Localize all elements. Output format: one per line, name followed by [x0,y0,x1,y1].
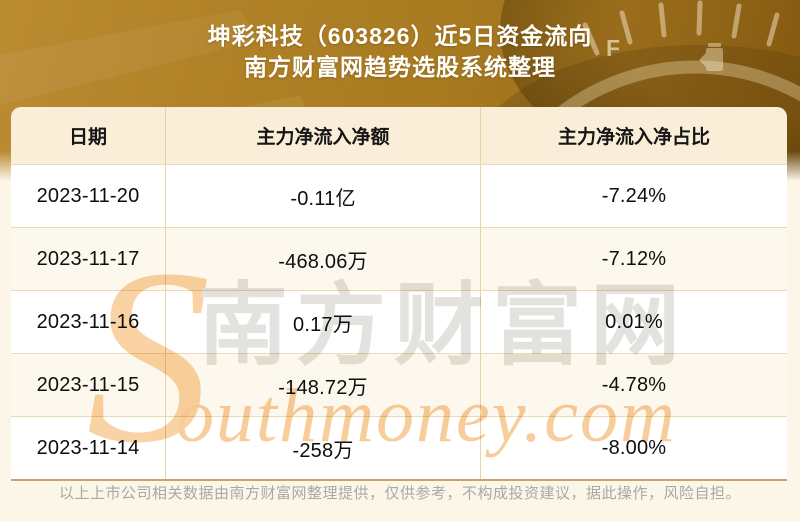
net-ratio-cell: -7.24% [601,184,667,207]
disclaimer-text: 以上上市公司相关数据由南方财富网整理提供，仅供参考，不构成投资建议，据此操作，风… [58,485,741,502]
net-ratio-cell: -7.12% [601,247,667,270]
net-inflow-cell: -468.06万 [166,228,481,290]
title-block: 坤彩科技（603826）近5日资金流向 南方财富网趋势选股系统整理 [0,21,800,83]
table-row: 2023-11-20 -0.11亿 -7.24% [11,164,787,227]
header-cell-net-ratio: 主力净流入净占比 [557,127,710,148]
gauge-full-label: F [606,35,620,61]
date-cell: 2023-11-14 [11,417,166,479]
net-ratio-cell: -8.00% [601,436,667,459]
date-cell: 2023-11-16 [11,291,166,353]
net-inflow-cell: -258万 [166,417,481,479]
page-title: 坤彩科技（603826）近5日资金流向 [207,23,593,49]
table-row: 2023-11-16 0.17万 0.01% [11,290,787,353]
net-inflow-cell: 0.17万 [166,291,481,353]
fuel-pump-icon [699,43,723,71]
table-row: 2023-11-14 -258万 -8.00% [11,416,787,479]
net-inflow-cell: -0.11亿 [166,165,481,227]
net-ratio-cell: -4.78% [601,373,667,396]
date-cell: 2023-11-20 [11,165,166,227]
net-ratio-cell: 0.01% [605,310,663,333]
date-cell: 2023-11-15 [11,354,166,416]
page-subtitle: 南方财富网趋势选股系统整理 [244,54,556,80]
header-cell-date: 日期 [11,107,166,164]
net-inflow-cell: -148.72万 [166,354,481,416]
date-cell: 2023-11-17 [11,228,166,290]
header-cell-net-inflow: 主力净流入净额 [166,107,481,164]
table-row: 2023-11-15 -148.72万 -4.78% [11,353,787,416]
table-header-row: 日期 主力净流入净额 主力净流入净占比 [11,107,787,164]
table-row: 2023-11-17 -468.06万 -7.12% [11,227,787,290]
fund-flow-table: 日期 主力净流入净额 主力净流入净占比 2023-11-20 -0.11亿 -7… [11,107,787,481]
